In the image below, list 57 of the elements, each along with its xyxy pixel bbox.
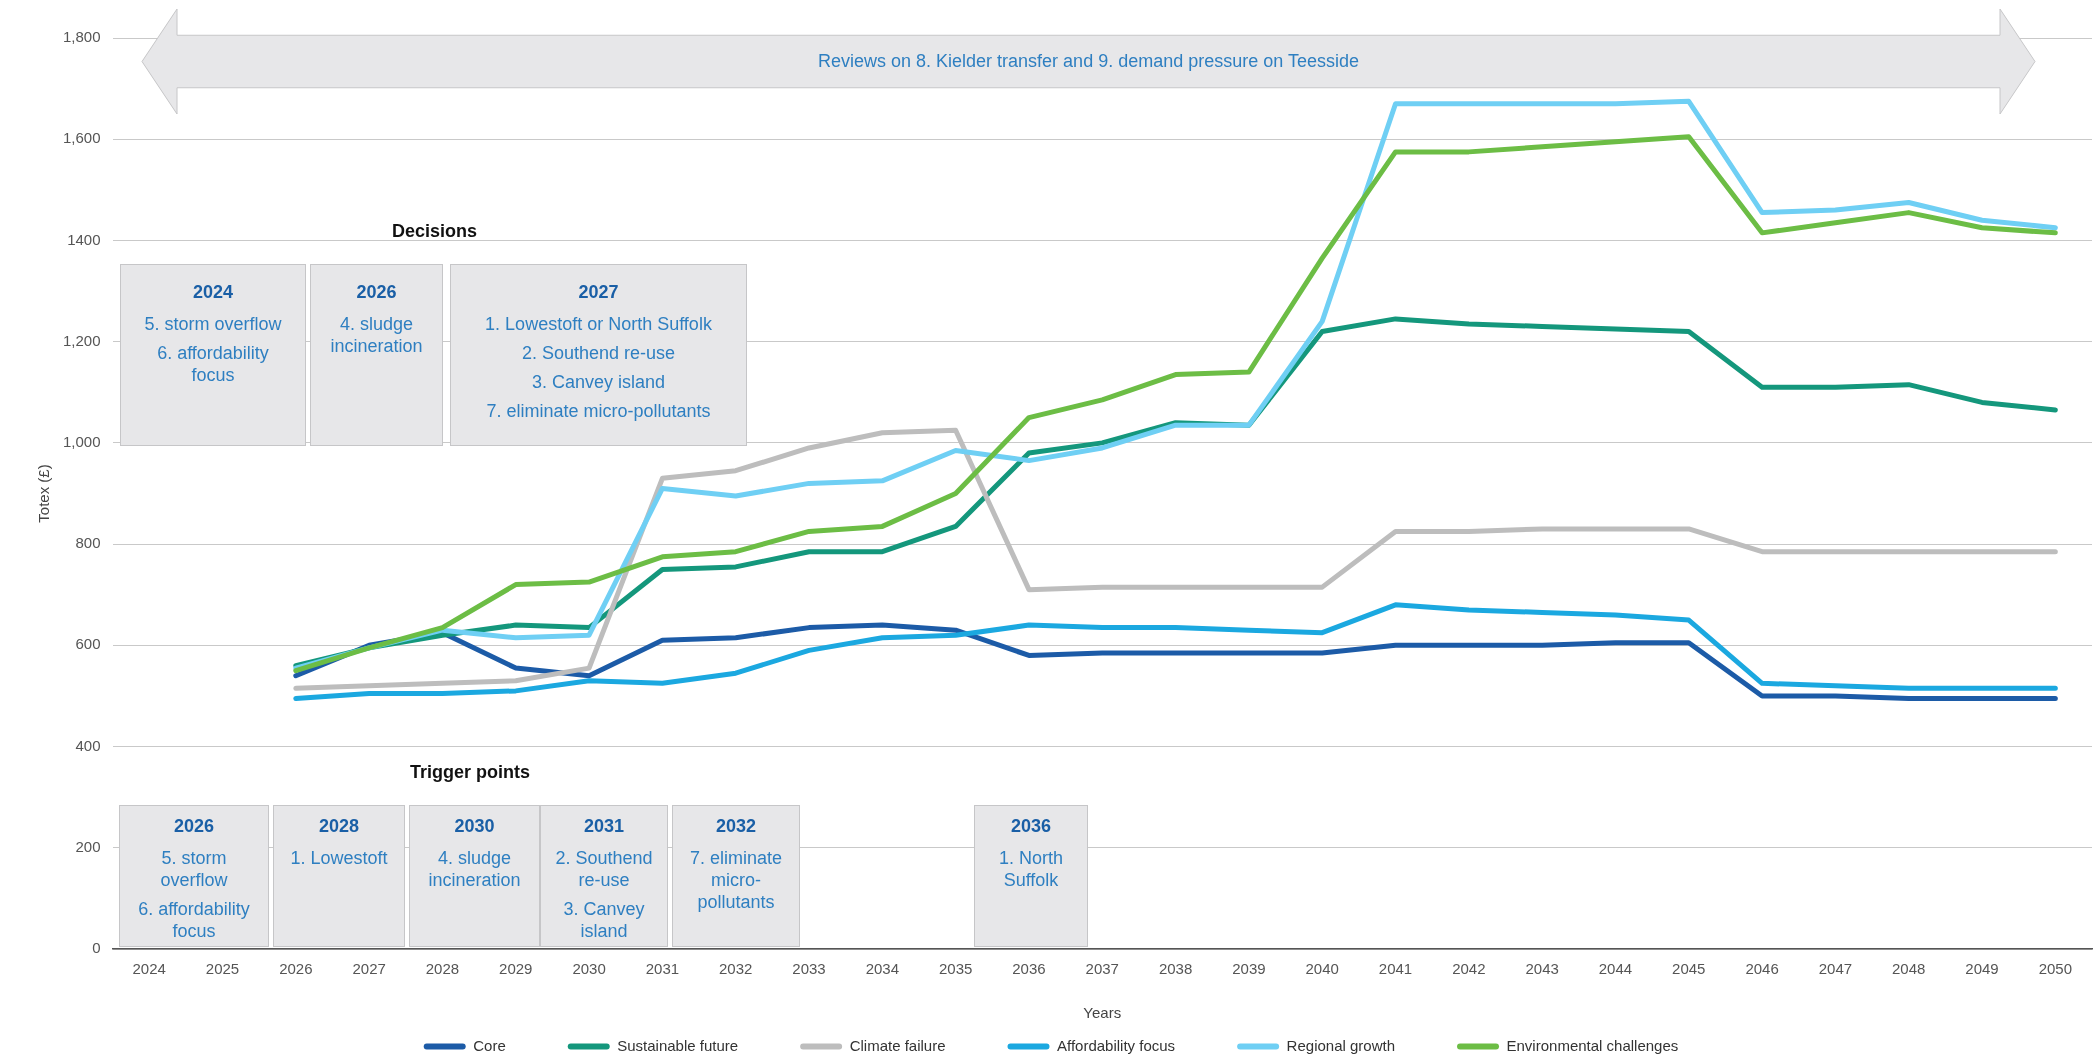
x-tick-label: 2035	[938, 960, 973, 978]
x-tick-label: 2047	[1818, 960, 1853, 978]
legend-label: Regional growth	[1286, 1036, 1396, 1054]
annotation: 2028 1. Lowestoft	[289, 815, 389, 869]
annotation: 2026 5. storm overflow 6. affordability focus	[137, 815, 251, 942]
annotation: Trigger points	[410, 761, 531, 783]
y-tick-label: 1,200	[62, 331, 101, 349]
annotation: Decisions	[392, 220, 478, 242]
x-tick-label: 2044	[1598, 960, 1633, 978]
y-tick-label: 200	[75, 837, 101, 855]
annotation: 2027 1. Lowestoft or North Suffolk 2. Southend re-use 3. Canvey island 7. eliminate micro-pollutants	[484, 281, 713, 422]
x-tick-label: 2045	[1672, 960, 1706, 978]
x-tick-label: 2028	[425, 960, 460, 978]
y-tick-label: 1,000	[62, 433, 101, 451]
annotation: Reviews on 8. Kielder transfer and 9. demand pressure on Teesside	[818, 51, 1359, 72]
y-axis-title: Totex (£)	[35, 464, 53, 523]
x-tick-label: 2030	[572, 960, 606, 978]
annotation: 2030 4. sludge incineration	[427, 815, 522, 891]
y-tick-label: 1,800	[62, 28, 101, 46]
x-tick-label: 2024	[132, 960, 166, 978]
x-tick-label: 2032	[719, 960, 753, 978]
y-tick-label: 400	[75, 736, 101, 754]
x-tick-label: 2027	[352, 960, 386, 978]
y-tick-label: 600	[75, 635, 101, 653]
x-tick-label: 2031	[645, 960, 680, 978]
annotation: 2024 5. storm overflow 6. affordability focus	[143, 281, 283, 386]
y-tick-label: 0	[92, 939, 101, 957]
x-tick-label: 2036	[1012, 960, 1046, 978]
x-tick-label: 2033	[792, 960, 826, 978]
x-tick-label: 2046	[1745, 960, 1779, 978]
x-tick-label: 2048	[1892, 960, 1926, 978]
legend-label: Climate failure	[849, 1036, 946, 1054]
annotation: 2026 4. sludge incineration	[329, 281, 424, 357]
x-tick-label: 2050	[2038, 960, 2073, 978]
x-tick-label: 2029	[499, 960, 533, 978]
y-tick-label: 800	[75, 534, 101, 552]
x-tick-label: 2042	[1452, 960, 1486, 978]
x-tick-label: 2041	[1378, 960, 1413, 978]
legend-label: Affordability focus	[1057, 1036, 1176, 1054]
x-tick-label: 2034	[865, 960, 900, 978]
x-tick-label: 2040	[1305, 960, 1339, 978]
y-tick-label: 1400	[67, 230, 101, 248]
x-tick-label: 2049	[1965, 960, 1999, 978]
x-tick-label: 2038	[1158, 960, 1193, 978]
x-tick-label: 2037	[1085, 960, 1119, 978]
legend-label: Sustainable future	[617, 1036, 739, 1054]
legend-label: Environmental challenges	[1506, 1036, 1679, 1054]
y-tick-label: 1,600	[62, 129, 101, 147]
x-tick-label: 2026	[279, 960, 313, 978]
annotation: 2036 1. North Suffolk	[998, 815, 1064, 891]
annotation: 2032 7. eliminate micro-pollutants	[688, 815, 784, 913]
x-tick-label: 2043	[1525, 960, 1559, 978]
legend-label: Core	[473, 1036, 506, 1054]
x-tick-label: 2025	[205, 960, 240, 978]
annotation: 2031 2. Southend re-use 3. Canvey island	[554, 815, 654, 942]
x-axis-title: Years	[1083, 1004, 1122, 1022]
x-tick-label: 2039	[1232, 960, 1266, 978]
